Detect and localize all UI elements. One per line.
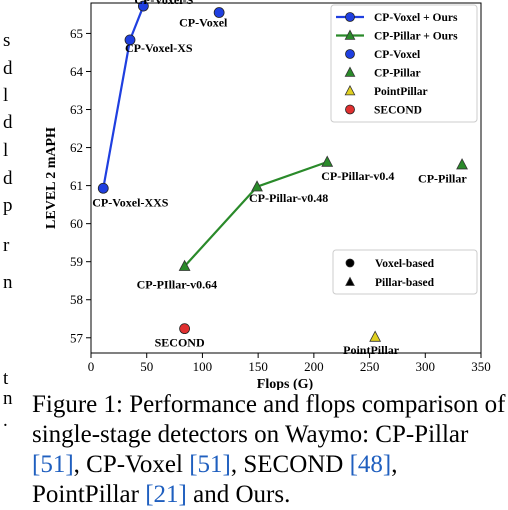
data-point xyxy=(179,323,191,335)
point-label: CP-Voxel-XS xyxy=(125,41,193,55)
data-point xyxy=(213,7,225,18)
caption-citation-link[interactable]: [51] xyxy=(32,451,74,478)
caption-text: , CP-Voxel xyxy=(73,451,190,478)
series-legend: CP-Voxel + Ours CP-Pillar + Ours CP-Voxel C… xyxy=(330,4,478,123)
legend-marker xyxy=(344,85,356,96)
caption-text: Figure 1: Performance and flops comparis… xyxy=(32,391,506,448)
legend-label: CP-Pillar xyxy=(374,68,421,80)
axis-ticks: 0 50 100 150 200 250 300 350 57 58 59 60 61 62 63 64 65 xyxy=(70,26,491,374)
x-tick-label: 100 xyxy=(193,359,213,374)
legend-box xyxy=(330,4,478,123)
caption-citation-link[interactable]: [21] xyxy=(145,481,187,508)
left-column-fragment: t xyxy=(3,368,9,389)
caption-citation-link[interactable]: [51] xyxy=(189,451,231,478)
y-tick-label: 64 xyxy=(70,64,84,79)
point-labels: CP-Voxel-XXS CP-Voxel-XS CP-Voxel-S CP-PIll… xyxy=(92,0,467,357)
caption-text: , SECOND xyxy=(230,451,350,478)
data-point xyxy=(251,180,263,192)
y-axis-label: LEVEL 2 mAPH xyxy=(44,127,59,229)
legend-label: CP-Pillar + Ours xyxy=(374,31,458,43)
data-point xyxy=(97,182,109,194)
data-series xyxy=(97,0,468,342)
shape-legend-marker xyxy=(345,276,355,286)
shape-legend-box xyxy=(332,249,478,295)
figure-caption: Figure 1: Performance and flops comparis… xyxy=(32,390,508,510)
left-column-fragment: d xyxy=(3,112,13,133)
caption-citation-link[interactable]: [48] xyxy=(349,451,392,478)
x-tick-label: 200 xyxy=(304,359,324,374)
legend-marker xyxy=(345,104,355,115)
point-label: SECOND xyxy=(155,336,205,350)
left-column-fragment: n xyxy=(3,272,13,293)
y-tick-label: 59 xyxy=(70,254,83,269)
legend-marker xyxy=(345,12,355,22)
left-column-fragment: s xyxy=(3,30,11,51)
series-line xyxy=(183,160,328,268)
point-label: CP-PIllar-v0.64 xyxy=(137,277,218,291)
x-axis-label: Flops (G) xyxy=(257,377,314,390)
left-column-fragment: n xyxy=(3,388,13,409)
legend-label: CP-Voxel + Ours xyxy=(374,12,458,24)
legend-label: CP-Voxel xyxy=(374,49,420,61)
y-tick-label: 58 xyxy=(70,292,83,307)
left-column-fragment: p xyxy=(3,195,13,216)
legend-label: SECOND xyxy=(374,105,422,117)
performance-flops-chart: 0 50 100 150 200 250 300 350575859606162636465 … xyxy=(44,0,491,390)
y-tick-label: 63 xyxy=(70,102,83,117)
point-label: CP-Pillar-v0.4 xyxy=(321,169,394,183)
left-column-fragment: r xyxy=(3,235,10,256)
data-point xyxy=(137,0,149,12)
data-point xyxy=(124,34,136,46)
caption-text: and Ours. xyxy=(186,481,291,508)
left-column-fragment: . xyxy=(3,410,8,431)
point-label: CP-Pillar-v0.48 xyxy=(249,191,328,205)
y-tick-label: 57 xyxy=(70,330,84,345)
data-point xyxy=(369,330,382,342)
x-tick-label: 350 xyxy=(471,359,491,374)
left-column-fragment: d xyxy=(3,168,13,189)
plot-area xyxy=(90,2,482,354)
y-tick-label: 62 xyxy=(70,140,83,155)
legend-marker xyxy=(344,66,356,77)
left-column-fragment: d xyxy=(3,58,13,79)
y-tick-label: 65 xyxy=(70,26,83,41)
x-tick-label: 300 xyxy=(416,359,436,374)
left-column-fragment: l xyxy=(3,85,9,106)
data-point xyxy=(321,155,334,167)
shape-legend-marker xyxy=(345,258,355,268)
point-label: CP-Voxel-S xyxy=(134,0,193,7)
point-label: CP-Voxel xyxy=(179,16,228,30)
x-tick-label: 0 xyxy=(88,359,95,374)
data-point xyxy=(456,158,468,170)
point-label: CP-Pillar xyxy=(418,172,467,186)
legend-marker xyxy=(345,49,355,59)
point-label: PointPillar xyxy=(343,343,400,357)
legend-label: PointPillar xyxy=(374,86,428,98)
legend-marker xyxy=(344,29,356,40)
x-tick-label: 50 xyxy=(140,359,153,374)
x-tick-label: 250 xyxy=(360,359,380,374)
data-point xyxy=(178,259,191,271)
caption-text: , PointPillar xyxy=(32,451,398,508)
y-tick-label: 60 xyxy=(70,216,83,231)
point-label: CP-Voxel-XXS xyxy=(92,195,169,209)
series-line xyxy=(102,5,145,189)
y-tick-label: 61 xyxy=(70,178,83,193)
shape-legend-label: Voxel-based xyxy=(375,258,435,270)
shape-legend-label: Pillar-based xyxy=(375,277,435,289)
shape-legend: Voxel-based Pillar-based xyxy=(332,249,478,295)
plot-frame xyxy=(90,2,482,354)
left-column-fragment: l xyxy=(3,140,9,161)
x-tick-label: 150 xyxy=(248,359,268,374)
